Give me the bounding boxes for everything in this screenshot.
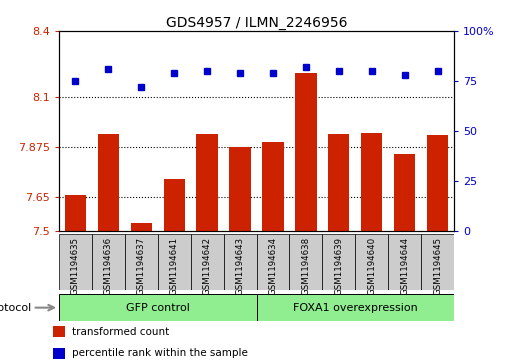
Bar [289,234,322,290]
Text: GSM1194636: GSM1194636 [104,237,113,295]
Bar [191,234,224,290]
Bar [262,142,284,231]
Text: percentile rank within the sample: percentile rank within the sample [72,348,248,358]
Bar [59,294,256,321]
Bar [388,234,421,290]
Bar [65,195,86,231]
Text: GSM1194644: GSM1194644 [400,237,409,295]
Bar [224,234,256,290]
Bar [53,326,65,337]
Text: GSM1194642: GSM1194642 [203,237,212,295]
Text: GSM1194641: GSM1194641 [170,237,179,295]
Text: GSM1194640: GSM1194640 [367,237,376,295]
Bar [229,147,251,231]
Text: protocol: protocol [0,303,31,313]
Text: GFP control: GFP control [126,303,190,313]
Bar [328,134,349,231]
Text: FOXA1 overexpression: FOXA1 overexpression [293,303,418,313]
Bar [164,179,185,231]
Bar [421,234,454,290]
Bar [59,234,92,290]
Bar [92,234,125,290]
Text: GSM1194635: GSM1194635 [71,237,80,295]
Text: GSM1194643: GSM1194643 [235,237,245,295]
Bar [131,223,152,231]
Bar [355,234,388,290]
Bar [256,294,454,321]
Bar [427,135,448,231]
Bar [295,73,317,231]
Text: GSM1194637: GSM1194637 [137,237,146,295]
Bar [256,234,289,290]
Bar [361,133,382,231]
Title: GDS4957 / ILMN_2246956: GDS4957 / ILMN_2246956 [166,16,347,30]
Text: GSM1194638: GSM1194638 [301,237,310,295]
Bar [97,134,119,231]
Text: GSM1194634: GSM1194634 [268,237,278,295]
Bar [125,234,158,290]
Text: GSM1194639: GSM1194639 [334,237,343,295]
Bar [53,348,65,359]
Bar [158,234,191,290]
Bar [196,134,218,231]
Text: GSM1194645: GSM1194645 [433,237,442,295]
Bar [322,234,355,290]
Bar [394,154,416,231]
Text: transformed count: transformed count [72,327,169,337]
